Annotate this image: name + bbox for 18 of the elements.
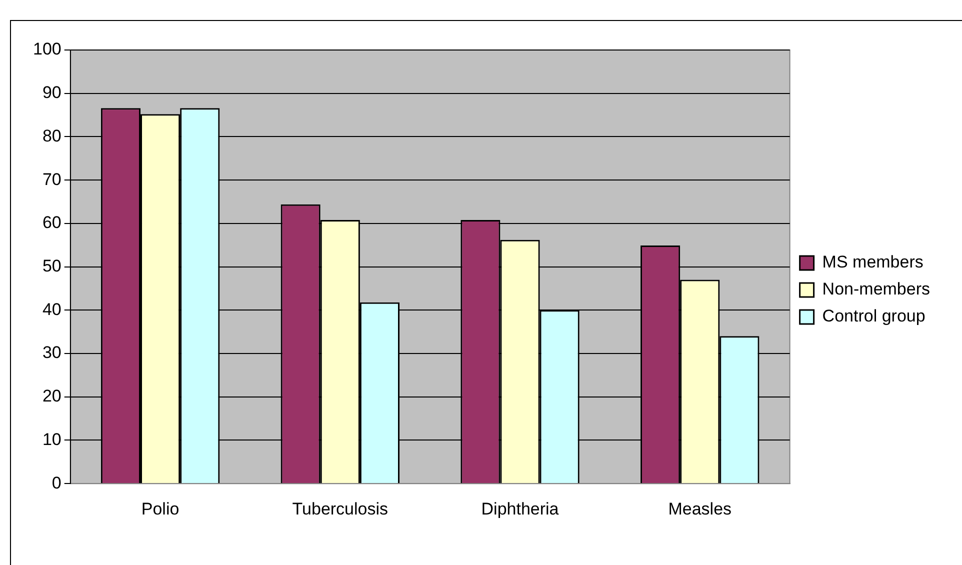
y-tick-label: 10	[42, 430, 62, 449]
y-tick-label: 60	[42, 213, 62, 232]
x-tick-label: Diphtheria	[481, 499, 560, 518]
y-tick-label: 30	[42, 343, 62, 362]
y-tick-label: 90	[42, 83, 62, 102]
y-tick-label: 20	[42, 386, 62, 406]
y-tick-label: 80	[42, 126, 62, 146]
x-tick-label: Tuberculosis	[292, 499, 388, 518]
legend-label: MS members	[822, 252, 924, 272]
legend-label: Non-members	[822, 280, 930, 299]
y-tick-label: 100	[32, 40, 62, 59]
y-tick-label: 40	[42, 300, 62, 319]
legend-label: Control group	[822, 306, 926, 326]
y-tick-label: 0	[52, 473, 62, 492]
y-tick-label: 70	[42, 170, 62, 189]
x-tick-label: Measles	[668, 499, 732, 518]
y-tick-label: 50	[42, 256, 62, 276]
x-tick-label: Polio	[141, 499, 180, 518]
